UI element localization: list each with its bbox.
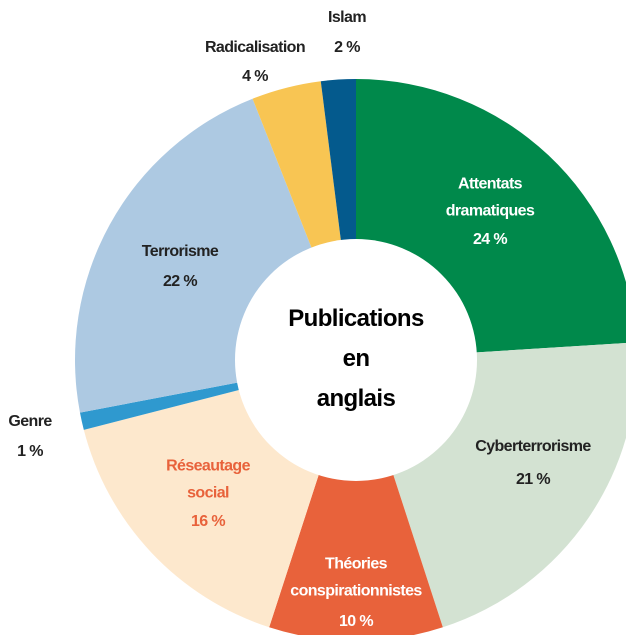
value-label: 10 %	[339, 613, 373, 630]
slice	[269, 360, 443, 635]
slice-label: Islam	[328, 9, 366, 26]
value-label: 1 %	[17, 443, 43, 460]
slice-label: Attentats dramatiques	[446, 176, 535, 220]
center-title: Publications en anglais	[288, 305, 424, 412]
slice-label: Terrorisme	[142, 243, 219, 260]
slice-label: Théories conspirationnistes	[290, 556, 422, 600]
slice-label: Cyberterrorisme	[475, 438, 591, 455]
donut-hole	[235, 239, 477, 481]
value-label: 21 %	[516, 471, 550, 488]
value-label: 2 %	[334, 39, 360, 56]
value-label: 22 %	[163, 273, 197, 290]
slice-label: Radicalisation	[205, 39, 305, 56]
value-label: 4 %	[242, 68, 268, 85]
slice-label: Réseautage social	[166, 458, 251, 502]
slice-label: Genre	[8, 413, 52, 430]
value-label: 24 %	[473, 231, 507, 248]
value-label: 16 %	[191, 513, 225, 530]
